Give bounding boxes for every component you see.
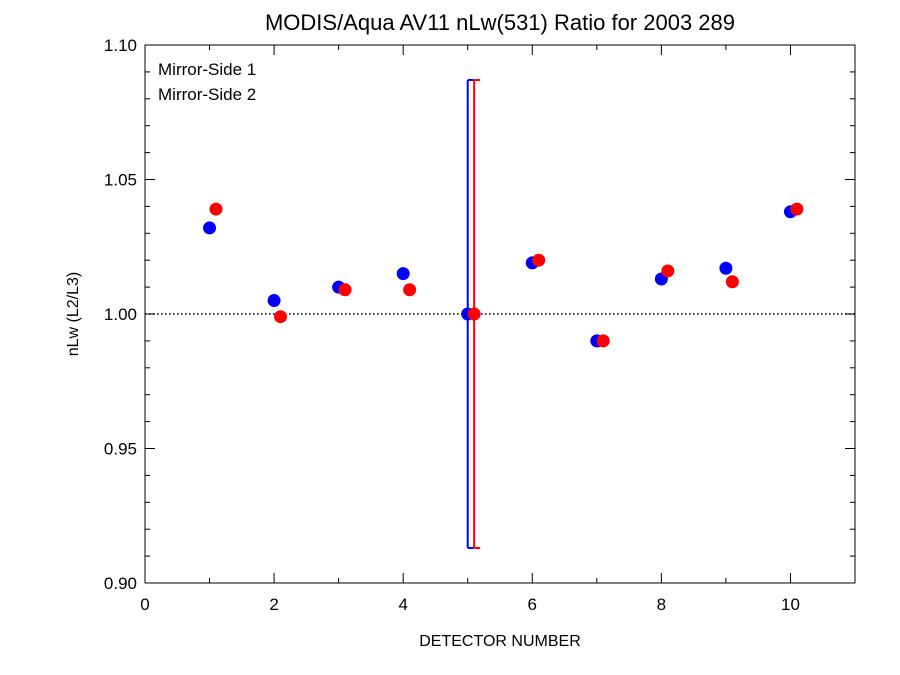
x-tick-label: 0: [140, 595, 149, 614]
data-point: [403, 283, 417, 297]
x-tick-label: 10: [781, 595, 800, 614]
x-tick-label: 6: [528, 595, 537, 614]
data-point: [338, 283, 352, 297]
y-tick-label: 1.05: [104, 171, 137, 190]
data-point: [596, 334, 610, 348]
data-point: [203, 221, 217, 235]
x-tick-label: 2: [269, 595, 278, 614]
x-axis-title: DETECTOR NUMBER: [419, 633, 581, 650]
data-point: [790, 202, 804, 216]
axis-ticks: 0 2 4 6 8 10 0.90 0.95 1.00 1.05 1.10: [104, 36, 856, 614]
legend-item-1: Mirror-Side 1: [158, 60, 256, 79]
y-tick-label: 0.90: [104, 574, 137, 593]
data-point: [467, 307, 481, 321]
data-point: [274, 310, 288, 324]
data-point: [532, 253, 546, 267]
y-axis-title: nLw (L2/L3): [65, 272, 82, 357]
x-tick-label: 4: [398, 595, 407, 614]
y-tick-label: 0.95: [104, 440, 137, 459]
data-point: [396, 267, 410, 281]
y-tick-label: 1.10: [104, 36, 137, 55]
data-layer: [203, 78, 804, 550]
data-point: [725, 275, 739, 289]
data-point: [209, 202, 223, 216]
series-2: [209, 78, 804, 550]
data-point: [719, 261, 733, 275]
x-tick-label: 8: [657, 595, 666, 614]
data-point: [267, 294, 281, 308]
legend-item-2: Mirror-Side 2: [158, 85, 256, 104]
y-tick-label: 1.00: [104, 305, 137, 324]
chart-title: MODIS/Aqua AV11 nLw(531) Ratio for 2003 …: [265, 10, 735, 35]
data-point: [661, 264, 675, 278]
